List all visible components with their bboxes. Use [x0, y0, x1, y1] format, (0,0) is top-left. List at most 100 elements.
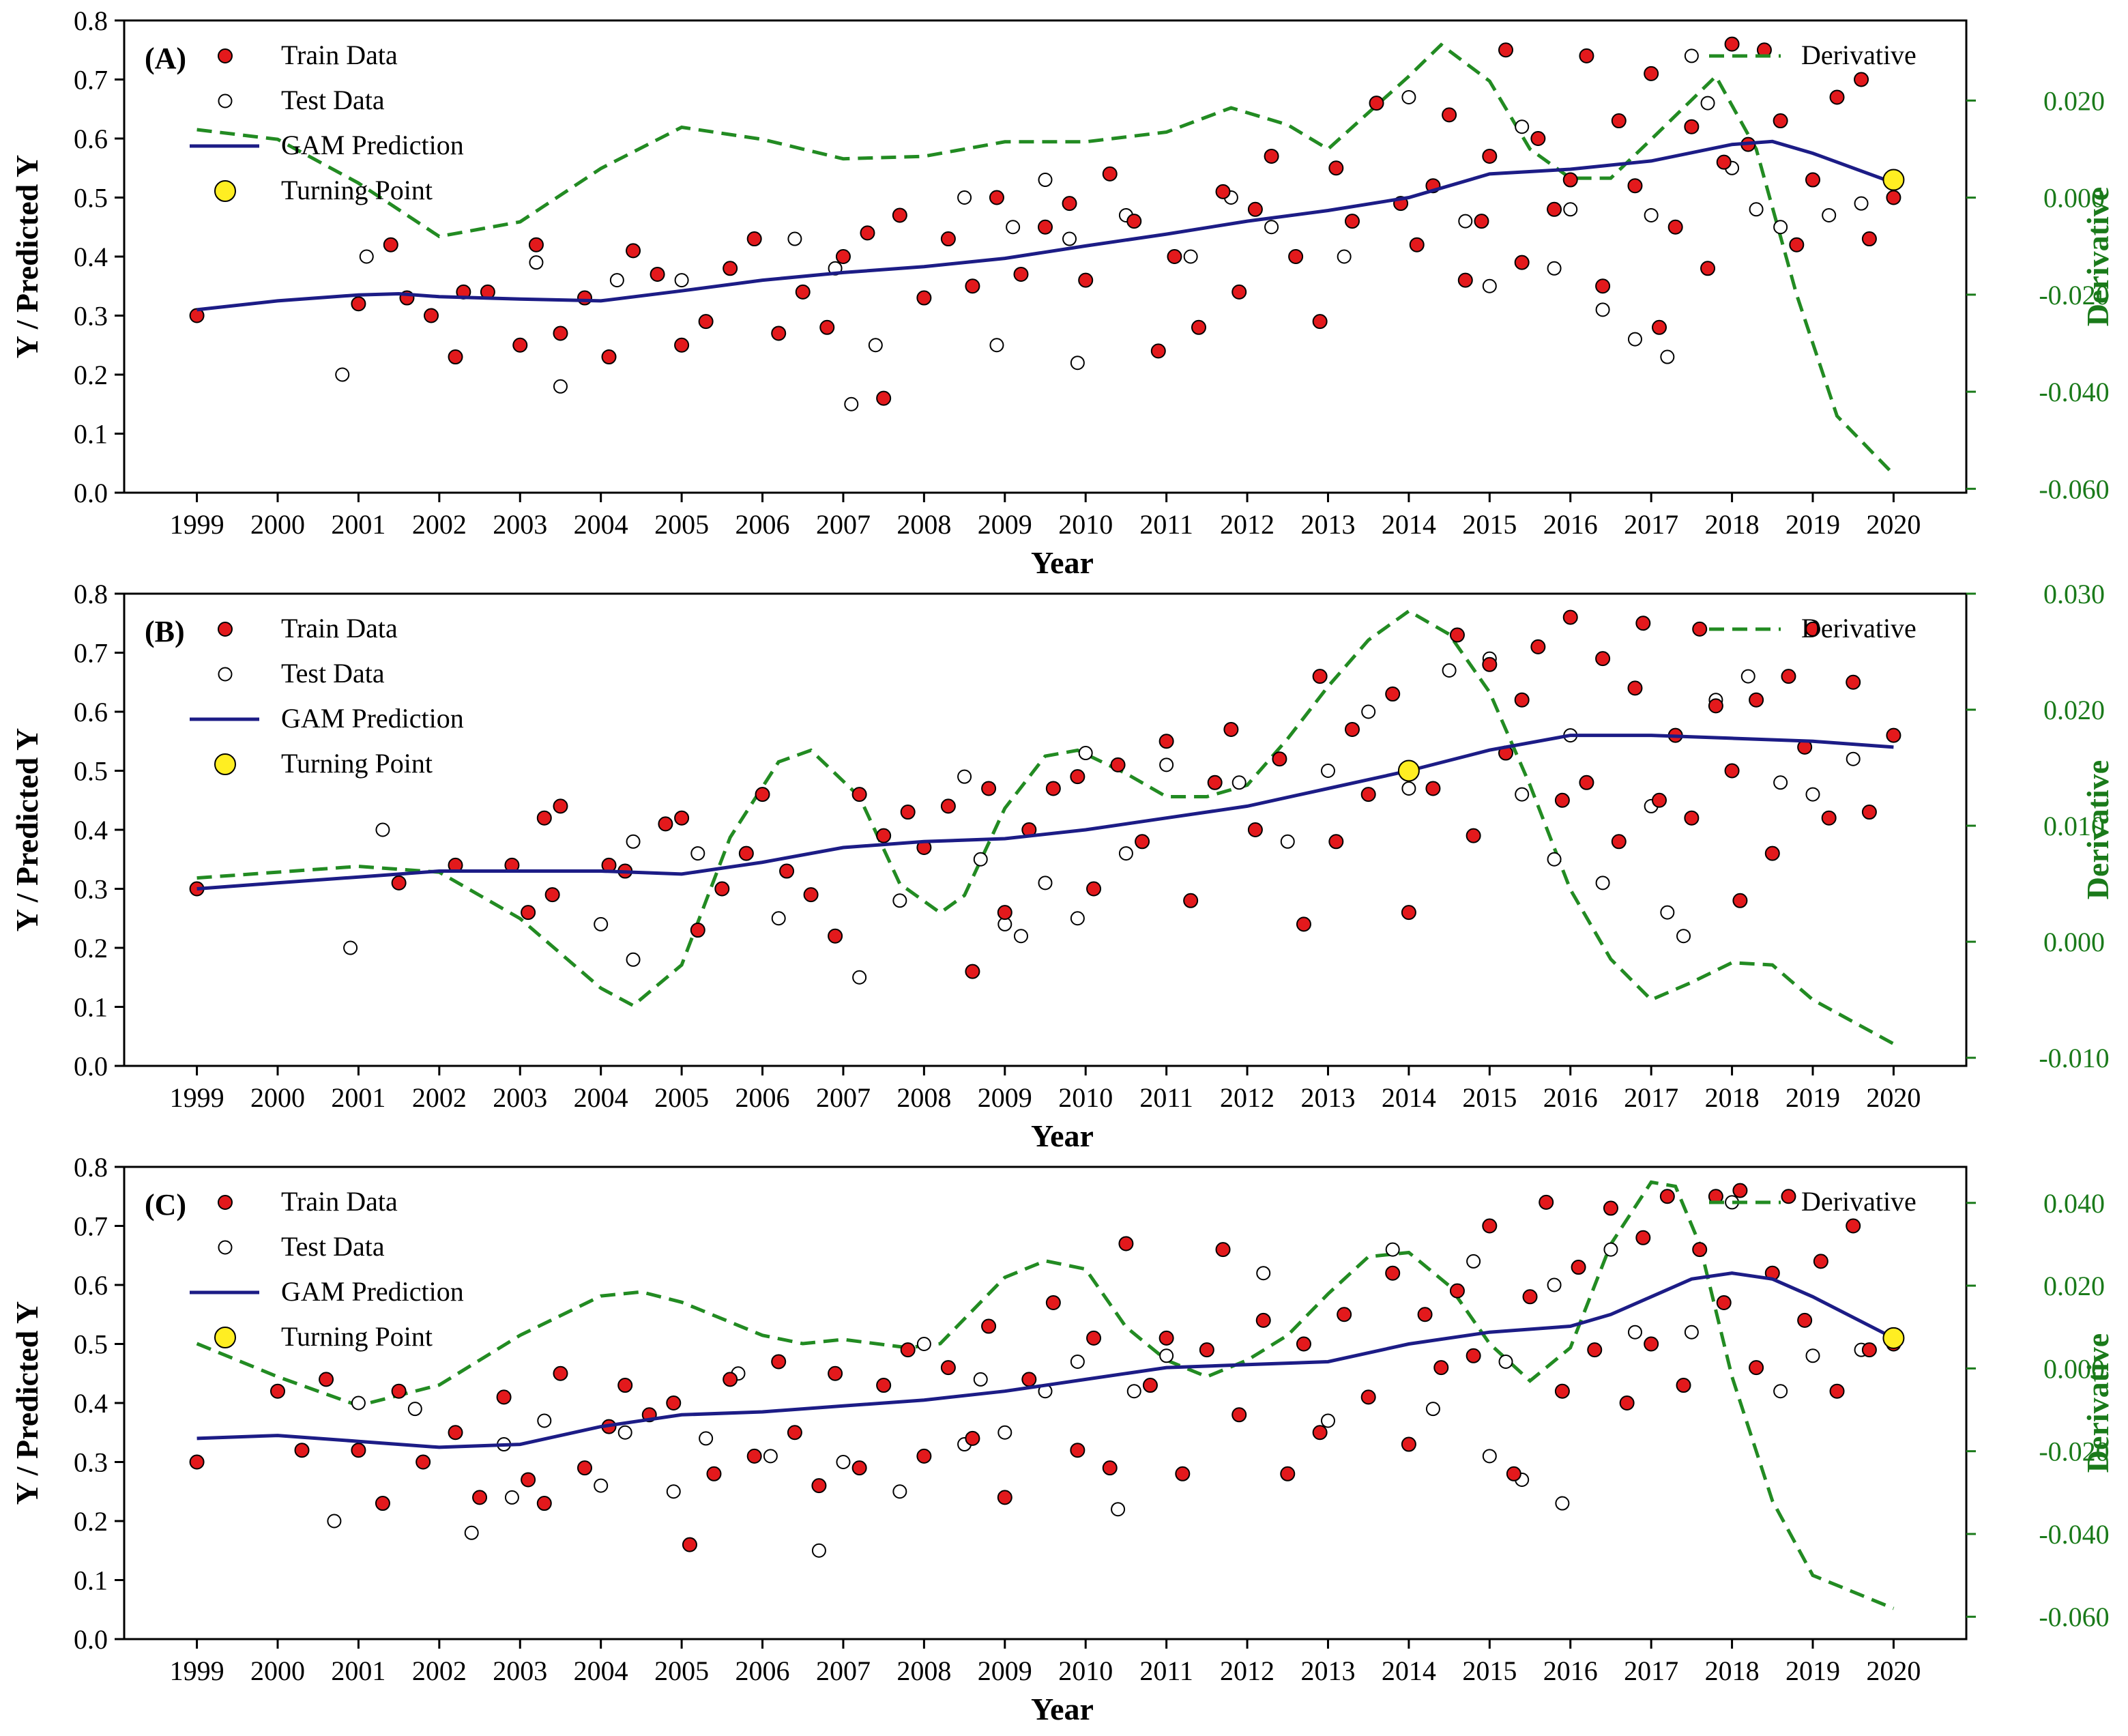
train-point — [319, 1372, 334, 1387]
train-point — [448, 1425, 463, 1441]
train-point — [1587, 1342, 1603, 1358]
y-tick-label: 0.6 — [74, 1270, 108, 1301]
train-point — [779, 863, 795, 879]
test-point — [787, 231, 802, 246]
derivative-line — [196, 42, 1895, 476]
train-point — [1425, 781, 1441, 796]
train-point — [1231, 1407, 1247, 1423]
legend-test-marker — [218, 667, 233, 682]
train-point — [1369, 96, 1384, 111]
test-point — [674, 273, 689, 288]
y-tick-label: 0.1 — [74, 992, 108, 1023]
train-point — [1070, 1443, 1085, 1458]
train-point — [771, 1354, 787, 1370]
y2-axis-title: Derivative — [2080, 760, 2115, 899]
test-point — [1070, 1354, 1085, 1369]
train-point — [1409, 237, 1425, 252]
train-point — [1417, 1307, 1433, 1322]
plot-frame — [123, 592, 1968, 1067]
train-point — [1595, 651, 1611, 667]
x-tick-label: 2008 — [897, 1655, 951, 1686]
train-point — [674, 337, 690, 353]
test-point — [844, 396, 859, 411]
train-point — [553, 1365, 568, 1381]
train-point — [1611, 834, 1627, 850]
x-tick-label: 2009 — [978, 1655, 1032, 1686]
test-point — [1846, 751, 1861, 766]
train-point — [1296, 1336, 1311, 1352]
y2-tick-label: 0.020 — [2043, 85, 2105, 116]
train-point — [626, 243, 641, 259]
y-tick-label: 0.8 — [74, 5, 108, 36]
x-tick-label: 2004 — [574, 1655, 628, 1686]
test-point — [537, 1413, 552, 1428]
y2-tick-label: 0.000 — [2043, 927, 2105, 957]
train-point — [851, 787, 867, 802]
test-point — [351, 1395, 366, 1410]
x-tick-label: 1999 — [170, 1082, 224, 1113]
test-point — [1627, 332, 1642, 347]
train-point — [1070, 769, 1085, 785]
train-point — [851, 1460, 867, 1476]
x-tick-label: 2015 — [1462, 1082, 1517, 1113]
x-tick-label: 2003 — [493, 1082, 547, 1113]
train-point — [1861, 805, 1877, 820]
train-point — [536, 1496, 552, 1511]
train-point — [1449, 627, 1465, 643]
train-point — [1692, 1242, 1708, 1258]
train-point — [1530, 639, 1546, 654]
train-point — [1142, 1378, 1158, 1393]
test-point — [1805, 787, 1820, 802]
train-point — [1482, 1218, 1498, 1234]
train-point — [1255, 1312, 1271, 1328]
panel-label: (B) — [145, 615, 185, 648]
x-tick-label: 2001 — [331, 1655, 385, 1686]
test-point — [626, 952, 641, 967]
train-point — [1102, 1460, 1118, 1476]
test-point — [327, 1514, 342, 1529]
test-point — [1070, 356, 1085, 371]
train-point — [1433, 1360, 1449, 1376]
x-axis-title: Year — [1031, 1692, 1094, 1726]
test-point — [1401, 89, 1416, 104]
derivative-line — [196, 1180, 1895, 1610]
train-point — [1554, 792, 1570, 808]
x-tick-label: 2007 — [816, 1082, 871, 1113]
train-point — [828, 1365, 843, 1381]
train-point — [755, 787, 770, 802]
train-point — [1522, 1289, 1538, 1305]
train-point — [1167, 249, 1182, 264]
train-point — [1724, 36, 1740, 52]
train-point — [1045, 781, 1061, 796]
train-point — [1773, 113, 1788, 129]
train-point — [876, 390, 892, 406]
train-point — [682, 1537, 697, 1552]
x-tick-label: 2016 — [1543, 509, 1598, 540]
train-point — [1506, 1466, 1521, 1481]
test-point — [1603, 1242, 1618, 1257]
legend-turning-label: Turning Point — [281, 1321, 433, 1352]
x-tick-label: 2020 — [1866, 509, 1921, 540]
train-point — [391, 875, 407, 891]
train-point — [1449, 1283, 1465, 1299]
train-point — [1288, 249, 1304, 264]
train-point — [1231, 284, 1247, 300]
test-point — [407, 1402, 422, 1417]
y-axis-title: Y / Predicted Y — [10, 1301, 44, 1505]
train-point — [746, 1448, 762, 1464]
x-tick-label: 2007 — [816, 1655, 871, 1686]
test-point — [1280, 834, 1295, 849]
train-point — [1360, 1389, 1376, 1405]
train-point — [617, 1378, 633, 1393]
test-point — [1684, 48, 1699, 63]
train-point — [383, 237, 398, 252]
y-axis-title: Y / Predicted Y — [10, 155, 44, 359]
train-point — [666, 1395, 682, 1410]
test-point — [811, 1543, 826, 1558]
x-tick-label: 2017 — [1624, 509, 1678, 540]
chart-panel-2: 1999 2000 2001 2002 2003 2004 2005 2006 2007 2008… — [10, 579, 2115, 1153]
train-point — [1530, 131, 1546, 146]
train-point — [989, 190, 1004, 205]
y-tick-label: 0.5 — [74, 1329, 108, 1360]
